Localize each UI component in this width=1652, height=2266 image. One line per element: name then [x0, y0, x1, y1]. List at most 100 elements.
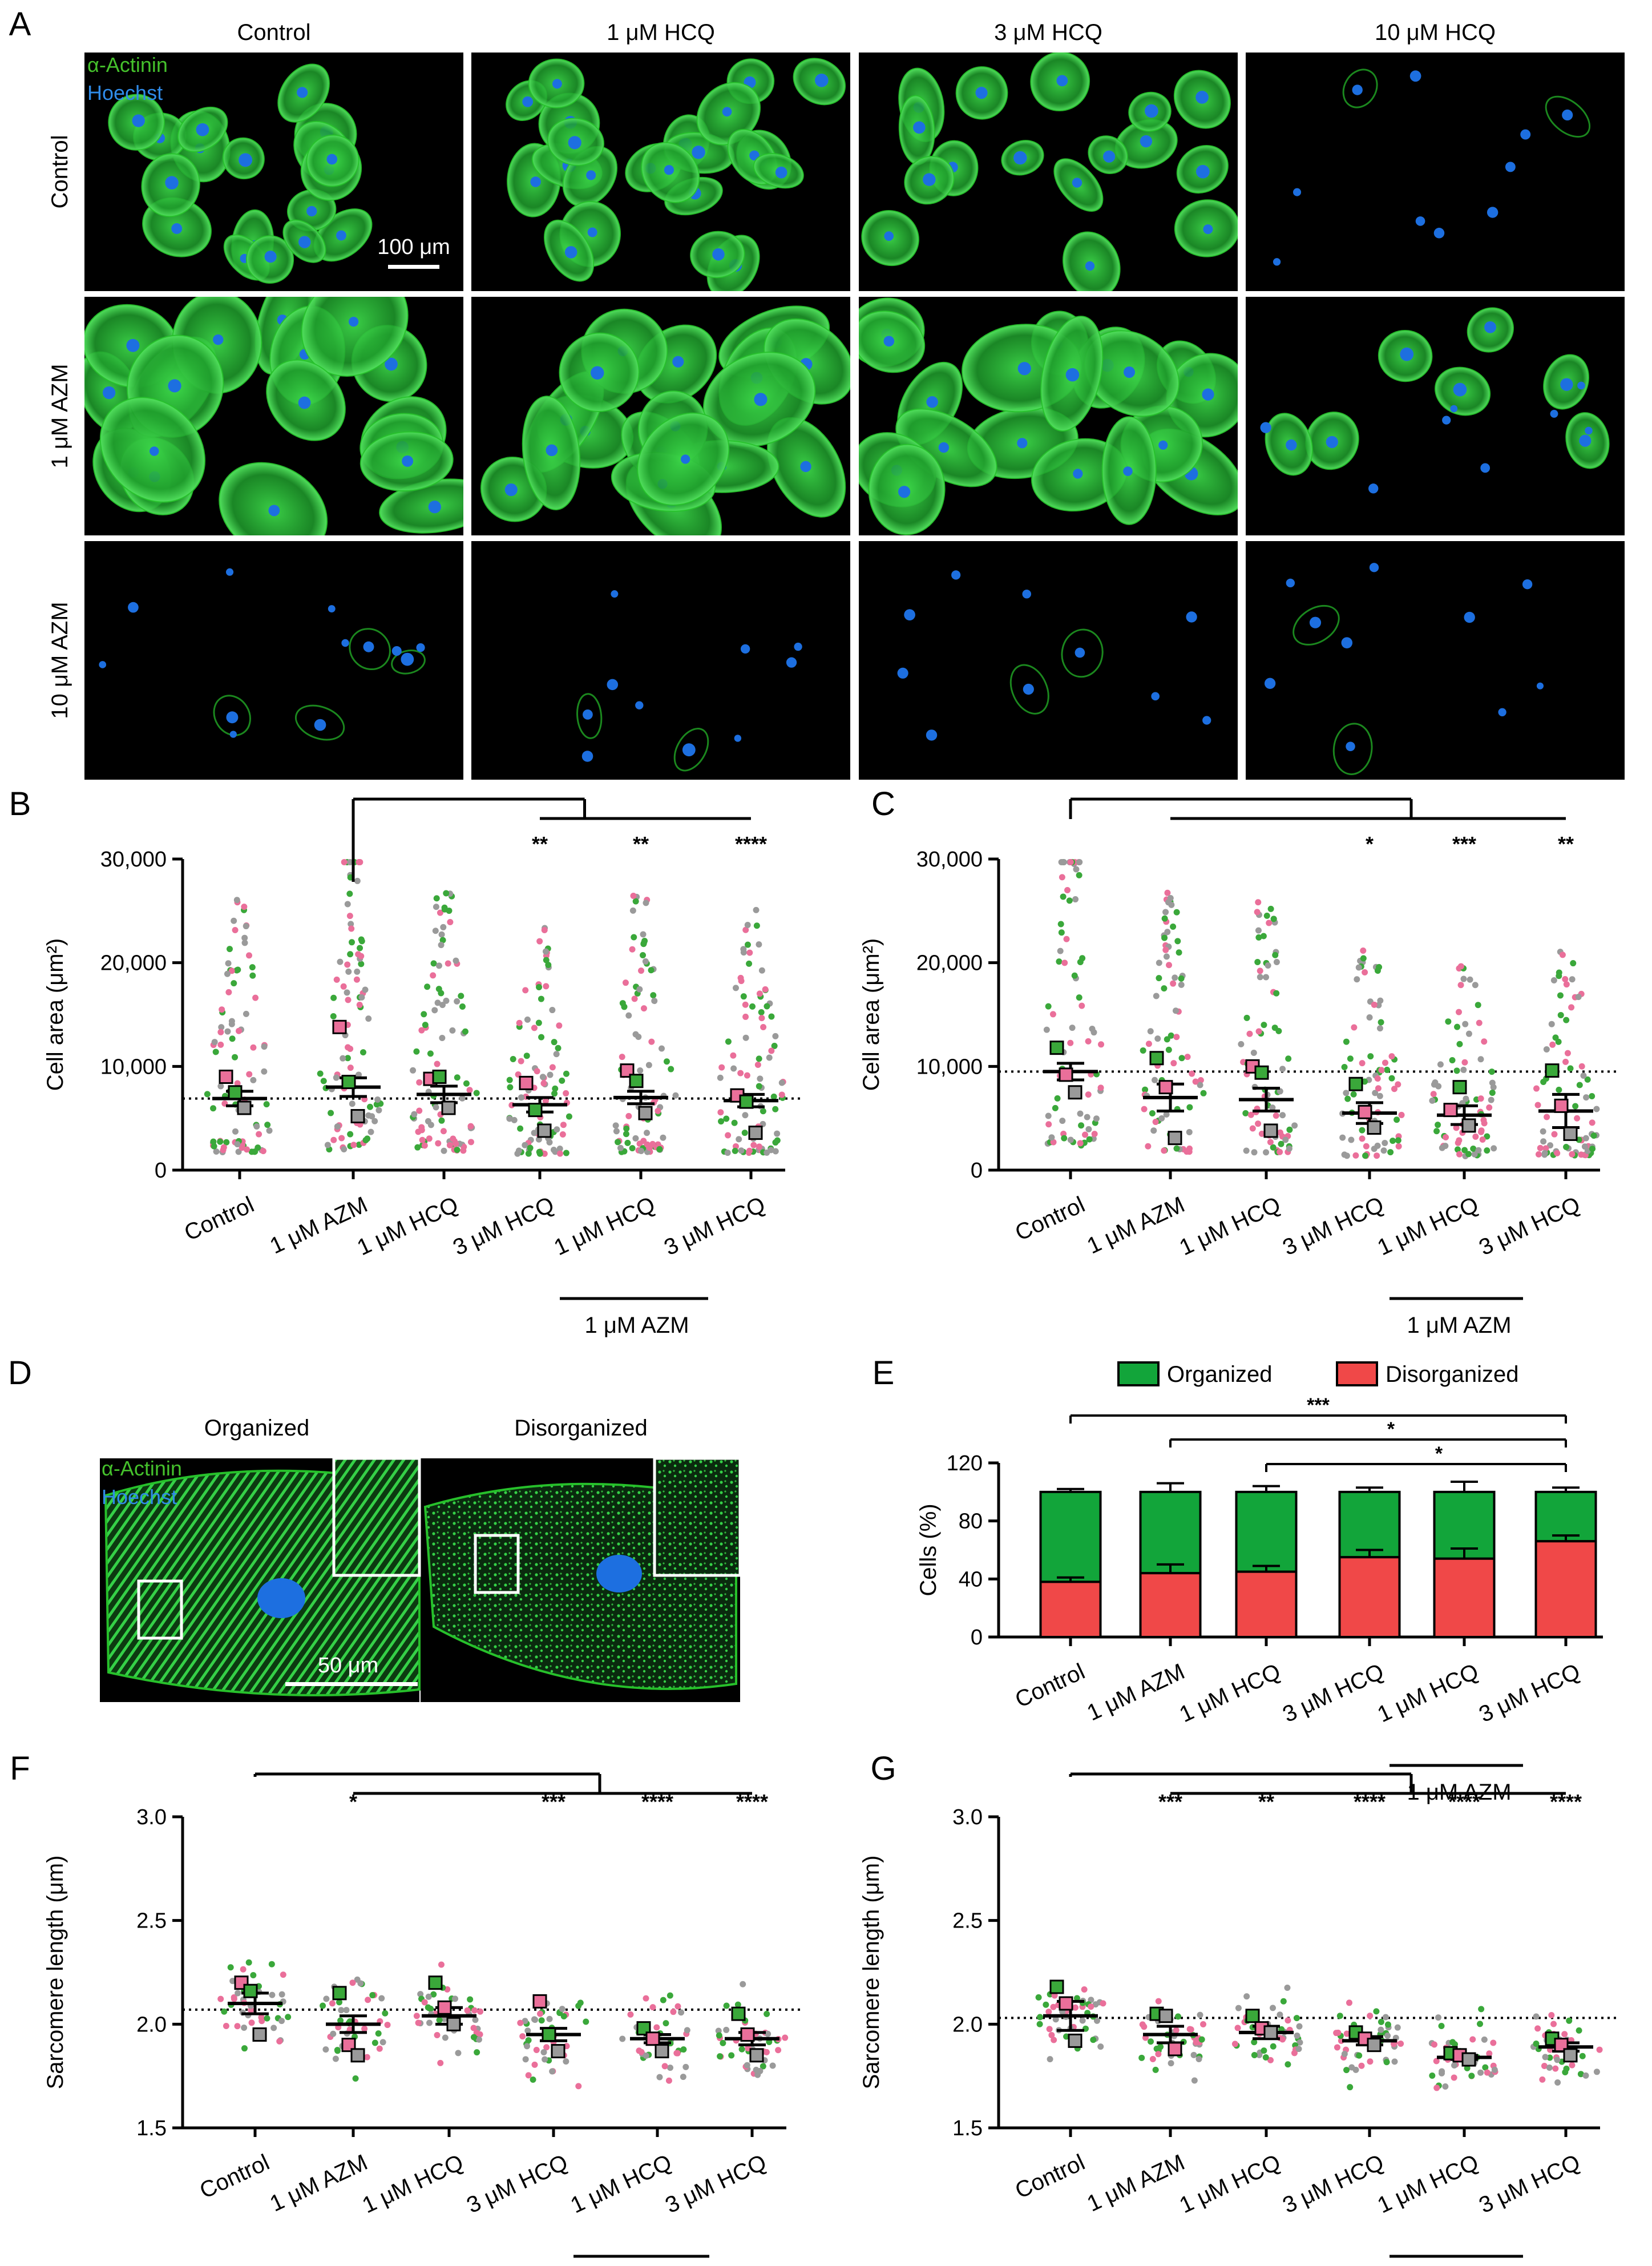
- replicate-mean: [537, 1123, 552, 1138]
- data-point: [1486, 1104, 1493, 1111]
- data-point: [218, 1024, 225, 1031]
- data-point: [516, 1019, 523, 1026]
- data-point: [1477, 1095, 1484, 1102]
- bar-disorganized: [1235, 1570, 1298, 1638]
- data-point: [1348, 2064, 1355, 2071]
- data-point: [1542, 2054, 1549, 2061]
- legend-actinin: α-Actinin: [87, 53, 168, 76]
- data-point: [678, 2009, 685, 2016]
- data-point: [1343, 1090, 1350, 1096]
- nucleus: [1415, 216, 1425, 226]
- data-point: [1197, 1082, 1203, 1088]
- data-point: [427, 1122, 434, 1128]
- data-point: [643, 900, 649, 906]
- data-point: [1149, 2056, 1156, 2063]
- data-point: [1060, 893, 1067, 900]
- nucleus: [1186, 611, 1197, 623]
- data-point: [1491, 1145, 1497, 1152]
- data-point: [217, 1041, 224, 1048]
- data-point: [535, 1019, 542, 1026]
- data-point: [1347, 2084, 1354, 2091]
- data-point: [1582, 2072, 1589, 2079]
- data-point: [253, 1123, 260, 1130]
- data-point: [261, 1043, 268, 1050]
- cells: [1273, 68, 1591, 266]
- nucleus: [213, 334, 224, 345]
- nucleus: [734, 735, 742, 742]
- data-point: [340, 983, 347, 990]
- data-point: [418, 1027, 425, 1034]
- data-point: [762, 986, 769, 993]
- data-point: [1454, 1023, 1461, 1030]
- data-point: [531, 2016, 538, 2023]
- data-point: [1267, 2057, 1274, 2063]
- data-point: [515, 1147, 522, 1154]
- data-point: [1279, 1066, 1286, 1072]
- data-point: [540, 2049, 547, 2055]
- data-point: [454, 998, 461, 1005]
- data-point: [1257, 967, 1263, 974]
- data-point: [530, 2076, 536, 2083]
- data-point: [741, 1130, 748, 1136]
- data-point: [1273, 959, 1280, 966]
- data-point: [1429, 2072, 1436, 2079]
- data-point: [467, 1123, 474, 1130]
- nucleus: [898, 486, 911, 498]
- data-point: [231, 917, 237, 924]
- data-point: [1152, 2066, 1159, 2073]
- cardiomyocyte: [1545, 95, 1591, 138]
- nucleus: [897, 667, 908, 679]
- nucleus: [1453, 382, 1467, 397]
- legend-swatch-organized: [1117, 1361, 1160, 1386]
- data-point: [754, 1061, 761, 1068]
- data-point: [1166, 962, 1173, 969]
- data-point: [1255, 927, 1262, 934]
- category-label: 1 μM HCQ: [1176, 1659, 1285, 1727]
- data-point: [1443, 1134, 1449, 1140]
- data-point: [717, 2053, 724, 2060]
- data-point: [740, 993, 747, 1000]
- data-point: [527, 1144, 534, 1151]
- data-point: [1589, 1119, 1596, 1126]
- data-point: [1242, 1110, 1249, 1116]
- data-point: [1484, 1133, 1491, 1140]
- data-point: [1488, 1069, 1495, 1075]
- micrograph-tile: [84, 541, 463, 780]
- data-point: [648, 967, 655, 974]
- data-point: [1286, 1145, 1292, 1152]
- data-point: [1479, 1136, 1486, 1143]
- data-point: [217, 1995, 224, 2002]
- data-point: [1376, 1025, 1383, 1032]
- data-point: [1063, 2033, 1070, 2040]
- data-point: [1145, 1041, 1152, 1047]
- data-point: [217, 1029, 224, 1035]
- data-point: [1576, 2027, 1582, 2034]
- data-point: [617, 1144, 624, 1151]
- data-point: [757, 2067, 764, 2074]
- nucleus: [1123, 466, 1133, 476]
- data-point: [365, 1015, 372, 1022]
- micrograph-background: [1246, 53, 1625, 291]
- nucleus: [1480, 463, 1491, 473]
- data-point: [338, 2007, 345, 2014]
- data-point: [268, 1961, 275, 1967]
- data-point: [723, 2026, 730, 2033]
- category-group: [204, 897, 273, 1156]
- data-point: [1243, 1014, 1250, 1021]
- data-point: [1477, 1056, 1484, 1063]
- data-point: [1254, 909, 1261, 916]
- data-point: [1178, 975, 1185, 982]
- nucleus: [150, 446, 159, 456]
- data-point: [229, 1978, 236, 1985]
- data-point: [345, 997, 352, 1003]
- data-point: [1140, 1047, 1146, 1054]
- cells: [108, 63, 373, 284]
- data-point: [1147, 1028, 1154, 1035]
- data-point: [276, 2038, 283, 2045]
- nucleus: [336, 230, 346, 241]
- data-point: [764, 2010, 770, 2017]
- data-point: [1037, 2014, 1044, 2021]
- nucleus: [385, 357, 398, 371]
- cardiomyocyte: [1332, 723, 1373, 775]
- category-group: [1238, 899, 1298, 1156]
